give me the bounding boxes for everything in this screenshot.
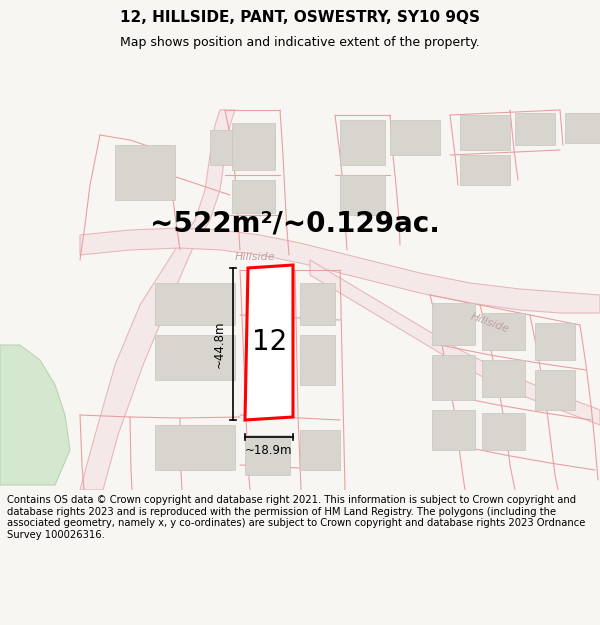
- Bar: [155, 425, 235, 470]
- Bar: [232, 180, 275, 213]
- Polygon shape: [245, 265, 293, 420]
- Bar: [115, 145, 175, 200]
- Polygon shape: [80, 228, 600, 313]
- Text: 12: 12: [252, 329, 287, 356]
- Text: 12, HILLSIDE, PANT, OSWESTRY, SY10 9QS: 12, HILLSIDE, PANT, OSWESTRY, SY10 9QS: [120, 10, 480, 25]
- Bar: [390, 120, 440, 155]
- Bar: [340, 175, 385, 215]
- Bar: [300, 283, 335, 325]
- Bar: [432, 303, 475, 345]
- Bar: [155, 335, 235, 380]
- Text: Map shows position and indicative extent of the property.: Map shows position and indicative extent…: [120, 36, 480, 49]
- Bar: [460, 155, 510, 185]
- Bar: [482, 313, 525, 350]
- Bar: [515, 113, 555, 145]
- Text: ~44.8m: ~44.8m: [213, 320, 226, 368]
- Bar: [432, 355, 475, 400]
- Polygon shape: [80, 110, 235, 490]
- Bar: [535, 370, 575, 410]
- Bar: [155, 283, 235, 325]
- Bar: [432, 410, 475, 450]
- Bar: [482, 360, 525, 397]
- Bar: [210, 130, 275, 165]
- Text: ~522m²/~0.129ac.: ~522m²/~0.129ac.: [150, 209, 440, 237]
- Text: Hillside: Hillside: [469, 311, 511, 334]
- Polygon shape: [310, 260, 600, 425]
- Bar: [482, 413, 525, 450]
- Text: Hillside: Hillside: [235, 252, 275, 262]
- Text: Contains OS data © Crown copyright and database right 2021. This information is : Contains OS data © Crown copyright and d…: [7, 495, 586, 540]
- Bar: [535, 323, 575, 360]
- Bar: [232, 123, 275, 170]
- Bar: [300, 335, 335, 385]
- Text: ~18.9m: ~18.9m: [245, 444, 293, 457]
- Bar: [340, 120, 385, 165]
- Bar: [565, 113, 600, 143]
- Polygon shape: [0, 345, 70, 485]
- Bar: [460, 115, 510, 150]
- Bar: [300, 430, 340, 470]
- Bar: [245, 435, 290, 475]
